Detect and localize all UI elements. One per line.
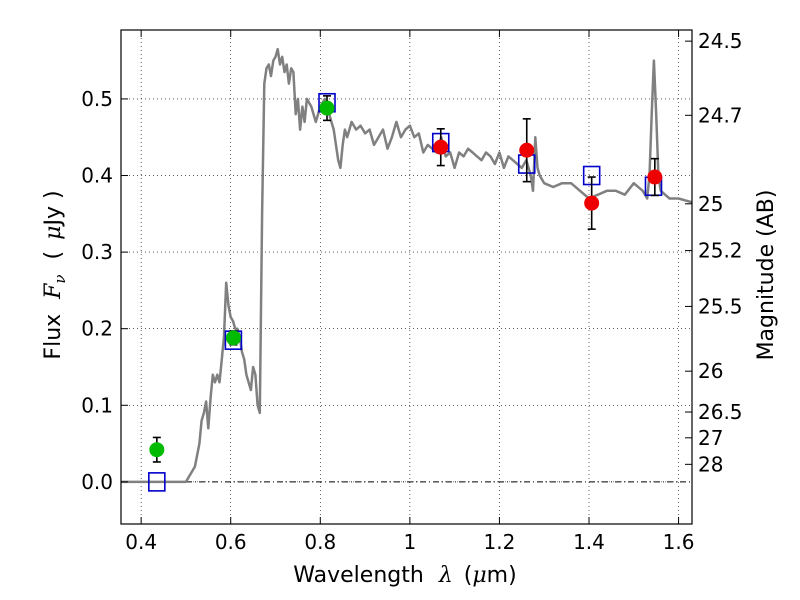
observed-flux-point — [149, 442, 165, 458]
observed-flux-point — [647, 169, 663, 185]
x-tick-label: 0.8 — [304, 530, 336, 554]
y-tick-label: 0.0 — [81, 470, 113, 494]
y-axis-label: Flux Fν ( μJy ) — [41, 190, 71, 359]
observed-flux-point — [225, 330, 241, 346]
observed-flux-point — [319, 100, 335, 116]
y-tick-label: 0.4 — [81, 164, 113, 188]
observed-flux-point — [584, 195, 600, 211]
x-tick-label: 0.6 — [215, 530, 247, 554]
y-tick-label: 0.2 — [81, 317, 113, 341]
y2-tick-label: 25.2 — [698, 239, 743, 263]
y2-tick-label: 25 — [698, 192, 723, 216]
y2-tick-label: 24.7 — [698, 103, 743, 127]
data-series — [121, 47, 693, 492]
axis-ticks: 0.4 0.6 0.8 1 1.2 1.4 1.6 0.0 0.1 0.2 0.3 0.4 0.5 24.… — [81, 29, 742, 554]
y2-tick-label: 27 — [698, 426, 723, 450]
x-tick-label: 1 — [403, 530, 416, 554]
x-tick-label: 1.2 — [484, 530, 516, 554]
x-axis-label: Wavelength λ (μm) — [293, 563, 516, 588]
y2-tick-label: 24.5 — [698, 29, 743, 53]
y2-tick-label: 25.5 — [698, 294, 743, 318]
y-tick-label: 0.3 — [81, 240, 113, 264]
observed-flux-point — [433, 139, 449, 155]
y2-tick-label: 26 — [698, 359, 723, 383]
model-photometry-square — [148, 472, 166, 492]
y2-axis-label: Magnitude (AB) — [754, 190, 779, 361]
x-tick-label: 1.6 — [663, 530, 695, 554]
x-tick-label: 1.4 — [573, 530, 605, 554]
y-tick-label: 0.1 — [81, 393, 113, 417]
grid — [121, 30, 692, 524]
plot-frame — [120, 29, 693, 525]
sed-model-line — [121, 47, 693, 484]
y-tick-label: 0.5 — [81, 87, 113, 111]
x-tick-label: 0.4 — [125, 530, 157, 554]
y2-tick-label: 28 — [698, 452, 723, 476]
observed-flux-point — [519, 142, 535, 158]
y2-tick-label: 26.5 — [698, 400, 743, 424]
